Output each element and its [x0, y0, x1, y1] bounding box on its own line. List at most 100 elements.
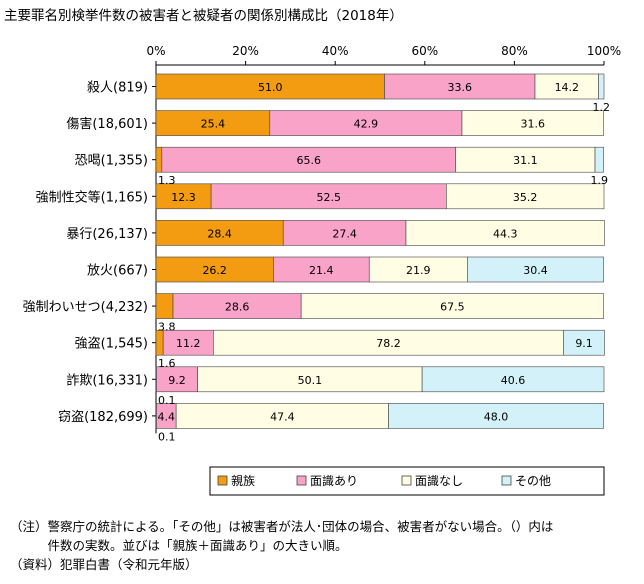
data-label: 52.5: [316, 191, 341, 204]
data-label: 44.3: [493, 227, 518, 240]
bar-segment: [282, 220, 407, 246]
legend-entry: 面識あり: [310, 474, 358, 488]
data-label: 67.5: [440, 301, 465, 314]
x-tick-label: 40%: [322, 44, 349, 58]
bar-segment: [405, 220, 605, 246]
x-tick-label: 60%: [411, 44, 438, 58]
data-label: 78.2: [376, 337, 401, 350]
legend: 親族 面識あり 面識なし その他: [209, 466, 605, 496]
data-label: 27.4: [332, 227, 357, 240]
bar-segment: [368, 256, 468, 283]
bar-segment: [172, 293, 302, 319]
data-label-layer: 51.0 33.6 14.2 1.2 25.4 42.9 31.6 1.3 65.6 31.1 1.…: [158, 81, 611, 443]
data-label: 1.9: [591, 174, 609, 187]
note-line-1: （注）警察庁の統計による。「その他」は被害者が法人･団体の場合、被害者がない場合…: [10, 519, 554, 534]
data-label: 40.6: [501, 374, 526, 387]
data-label: 30.4: [523, 264, 548, 277]
note-line-2: 件数の実数。並びは「親族＋面識あり」の大きい順。: [10, 538, 348, 553]
data-label: 0.1: [158, 430, 176, 443]
bar-segment: [421, 366, 605, 393]
data-label: 31.1: [513, 154, 538, 167]
data-label: 9.2: [168, 374, 186, 387]
data-label: 25.4: [201, 118, 226, 131]
x-tick-label: 80%: [501, 44, 528, 58]
bar-segment: [384, 73, 536, 100]
data-label: 9.1: [575, 337, 593, 350]
bar-segment: [388, 403, 604, 429]
bar-segment: [155, 73, 385, 100]
legend-entry: 親族: [231, 474, 255, 488]
bar-segment: [210, 183, 447, 210]
bar-segment: [534, 73, 599, 100]
source-line: （資料）犯罪白書（令和元年版）: [10, 557, 198, 572]
bar-segment: [155, 256, 274, 283]
data-label: 50.1: [298, 374, 323, 387]
data-label: 65.6: [297, 154, 322, 167]
category-label: 傷害(18,601): [66, 116, 148, 132]
bar-segment: [161, 146, 457, 173]
bar-segment: [594, 146, 604, 173]
data-label: 28.4: [207, 227, 232, 240]
legend-entry: 面識なし: [415, 474, 463, 488]
category-label: 恐喝(1,355): [75, 154, 148, 169]
data-label: 42.9: [354, 118, 379, 131]
bar-segment: [175, 403, 389, 429]
category-label: 強制わいせつ(4,232): [23, 300, 148, 315]
category-label: 暴行(26,137): [66, 227, 148, 242]
data-label: 4.4: [158, 410, 176, 423]
data-label: 28.6: [225, 301, 250, 314]
data-label: 33.6: [447, 81, 472, 94]
data-label: 51.0: [258, 81, 283, 94]
bar-segment: [446, 183, 605, 210]
bar-segment: [213, 329, 564, 356]
data-label: 1.6: [158, 357, 176, 370]
data-label: 3.8: [158, 321, 176, 334]
data-label: 1.2: [593, 101, 611, 114]
category-label: 殺人(819): [87, 81, 148, 96]
data-label: 0.1: [158, 394, 176, 407]
legend-swatch: [217, 475, 228, 486]
data-label: 35.2: [513, 191, 538, 204]
data-label: 12.3: [171, 191, 196, 204]
bar-segment: [155, 293, 174, 319]
data-label: 11.2: [176, 337, 201, 350]
data-label: 48.0: [484, 410, 509, 423]
category-label: 強盗(1,545): [75, 336, 148, 352]
legend-box: [209, 466, 605, 496]
data-label: 31.6: [521, 118, 546, 131]
data-label: 26.2: [202, 264, 227, 277]
chart-title: 主要罪名別検挙件数の被害者と被疑者の関係別構成比（2018年）: [4, 8, 403, 24]
bar-segment: [269, 110, 463, 136]
bar-segment: [156, 366, 198, 393]
data-label: 21.4: [309, 264, 334, 277]
x-tick-label: 20%: [232, 44, 259, 58]
bar-segment: [155, 329, 164, 356]
legend-swatch: [401, 475, 412, 486]
bar-segment: [563, 329, 605, 356]
data-label: 1.3: [158, 174, 176, 187]
data-label: 14.2: [555, 81, 580, 94]
category-label: 詐欺(16,331): [66, 372, 148, 388]
legend-swatch: [296, 475, 307, 486]
bar-segment: [155, 183, 212, 210]
x-tick-label: 100%: [587, 44, 621, 58]
bar-segment: [155, 146, 163, 173]
bar-segment: [273, 256, 370, 283]
data-label: 47.4: [270, 410, 295, 423]
bar-segment: [300, 293, 604, 319]
data-label: 21.9: [406, 264, 431, 277]
bar-segment: [155, 220, 284, 246]
x-tick-label: 0%: [146, 44, 165, 58]
bar-layer: [155, 73, 605, 429]
legend-swatch: [501, 475, 512, 486]
bar-segment: [598, 73, 605, 100]
bar-segment: [467, 256, 604, 283]
bar-segment: [461, 110, 604, 136]
axis-layer: 0% 20% 40% 60% 80% 100% 殺人(819) 傷害(18,601) 恐喝(1,…: [23, 44, 621, 434]
category-label: 放火(667): [87, 264, 148, 279]
category-label: 強制性交等(1,165): [36, 189, 148, 205]
category-label: 窃盗(182,699): [58, 409, 148, 425]
legend-entry: その他: [515, 474, 551, 488]
bar-segment: [155, 110, 271, 136]
